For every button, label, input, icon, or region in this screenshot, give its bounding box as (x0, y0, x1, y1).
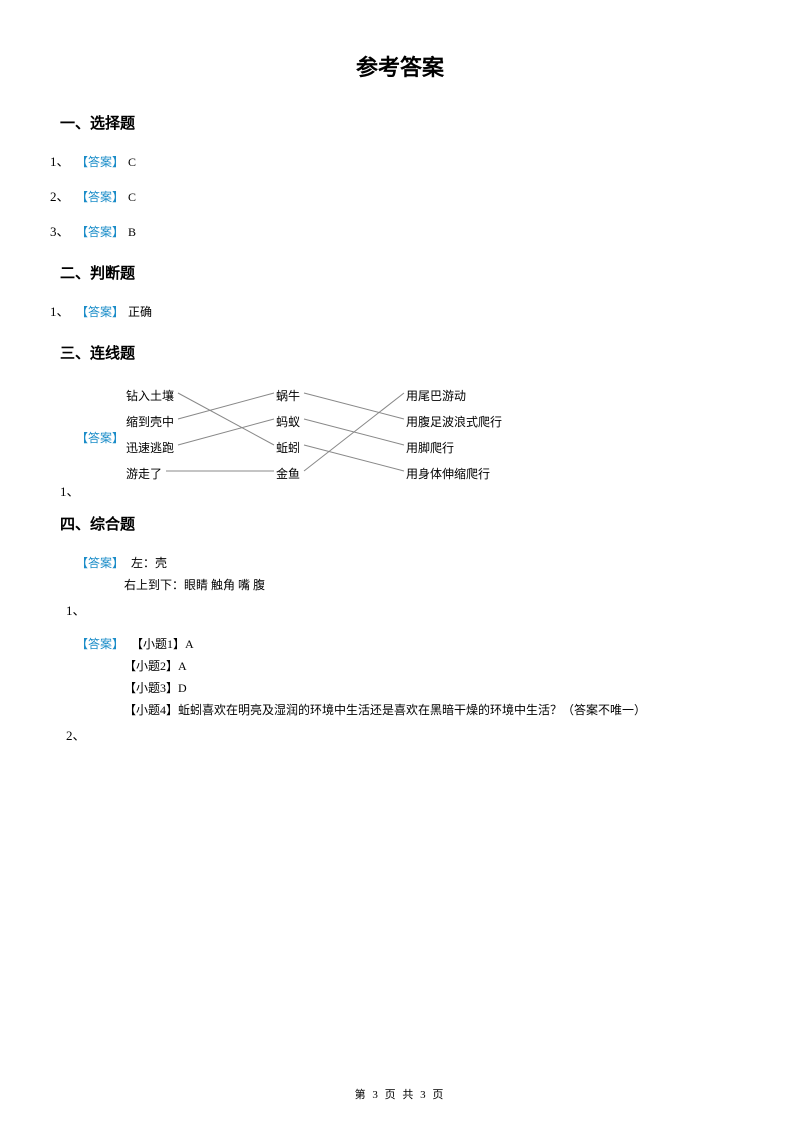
section-3-header: 三、连线题 (60, 342, 740, 363)
q-num: 1、 (50, 151, 76, 170)
page-footer: 第 3 页 共 3 页 (0, 1086, 800, 1102)
match-col3-2: 用脚爬行 (406, 439, 454, 456)
match-col3-0: 用尾巴游动 (406, 387, 466, 404)
answer-value: B (128, 225, 136, 240)
section-2-header: 二、判断题 (60, 262, 740, 283)
q-num: 1、 (66, 600, 740, 619)
match-col2-1: 蚂蚁 (276, 413, 300, 430)
answer-label: 【答案】 (76, 223, 124, 240)
answer-label: 【答案】 (76, 188, 124, 205)
answer-label: 【答案】 (76, 637, 124, 651)
answer-label: 【答案】 (76, 429, 124, 446)
match-col2-3: 金鱼 (276, 465, 300, 482)
s1-answer-3: 3、 【答案】 B (50, 221, 740, 240)
answer-value: 正确 (128, 303, 152, 320)
page-title: 参考答案 (60, 50, 740, 82)
match-col1-0: 钻入土壤 (126, 387, 174, 404)
q-num: 2、 (50, 186, 76, 205)
section-4-header: 四、综合题 (60, 513, 740, 534)
matching-answer: 【答案】 1、 钻入土壤 缩到壳中 迅速逃跑 游走了 蜗牛 蚂蚁 蚯蚓 金鱼 用… (76, 381, 740, 491)
answer-sub3: 【小题3】D (124, 681, 187, 695)
match-col3-1: 用腹足波浪式爬行 (406, 413, 502, 430)
answer-label: 【答案】 (76, 556, 124, 570)
match-col1-1: 缩到壳中 (126, 413, 174, 430)
answer-value: C (128, 155, 136, 170)
s1-answer-1: 1、 【答案】 C (50, 151, 740, 170)
section-1-header: 一、选择题 (60, 112, 740, 133)
answer-label: 【答案】 (76, 303, 124, 320)
answer-text: 左：壳 (131, 556, 167, 570)
s1-answer-2: 2、 【答案】 C (50, 186, 740, 205)
answer-text: 右上到下：眼睛 触角 嘴 腹 (124, 578, 265, 592)
match-col2-2: 蚯蚓 (276, 439, 300, 456)
match-col3-3: 用身体伸缩爬行 (406, 465, 490, 482)
s4-answer-1: 【答案】 左：壳 右上到下：眼睛 触角 嘴 腹 1、 (76, 552, 740, 619)
q-num: 1、 (50, 301, 76, 320)
q-num: 1、 (60, 481, 80, 500)
s2-answer-1: 1、 【答案】 正确 (50, 301, 740, 320)
answer-label: 【答案】 (76, 153, 124, 170)
answer-sub2: 【小题2】A (124, 659, 187, 673)
answer-value: C (128, 190, 136, 205)
q-num: 2、 (66, 725, 740, 744)
match-col1-3: 游走了 (126, 465, 162, 482)
answer-sub1: 【小题1】A (131, 637, 194, 651)
answer-sub4: 【小题4】蚯蚓喜欢在明亮及湿润的环境中生活还是喜欢在黑暗干燥的环境中生活？（答案… (124, 703, 646, 717)
s4-answer-2: 【答案】 【小题1】A 【小题2】A 【小题3】D 【小题4】蚯蚓喜欢在明亮及湿… (76, 633, 740, 744)
match-col1-2: 迅速逃跑 (126, 439, 174, 456)
q-num: 3、 (50, 221, 76, 240)
match-col2-0: 蜗牛 (276, 387, 300, 404)
